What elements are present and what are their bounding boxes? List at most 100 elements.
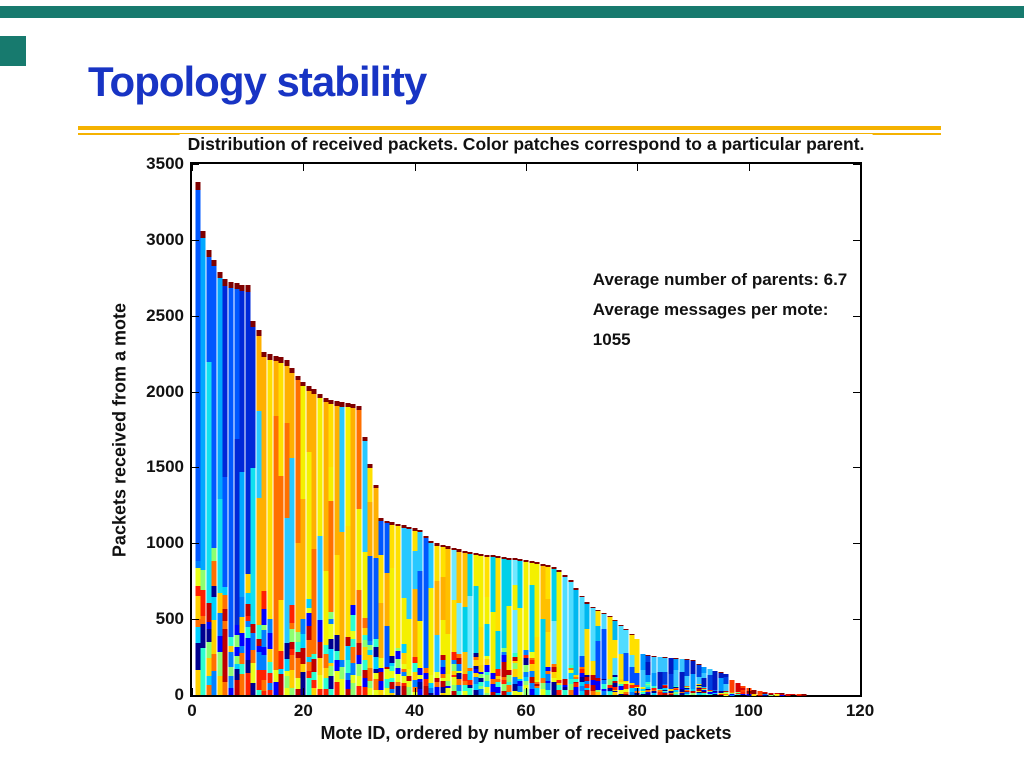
bar-segment: [645, 682, 651, 685]
bar-segment: [250, 650, 256, 663]
bar: [779, 693, 785, 695]
bar-segment: [222, 477, 228, 588]
y-tick-label: 500: [155, 609, 184, 629]
bar-segment: [478, 677, 484, 682]
bar-segment: [556, 571, 562, 634]
bar-segment: [373, 672, 379, 680]
bar-segment: [634, 638, 640, 640]
bar-segment: [612, 691, 618, 693]
bar-segment: [440, 692, 445, 695]
bar-segment: [289, 368, 295, 373]
bar-segment: [657, 693, 663, 695]
bar-segment: [707, 675, 713, 691]
bar-segment: [317, 536, 323, 620]
bar-segment: [590, 690, 596, 695]
bar-segment: [451, 664, 457, 671]
tick-mark: [192, 467, 199, 469]
bar-segment: [222, 608, 228, 621]
bar-segment: [673, 670, 679, 687]
bar-segment: [512, 683, 518, 691]
bar-segment: [579, 673, 585, 677]
bar-segment: [273, 669, 278, 682]
bar-segment: [601, 655, 607, 679]
bar-segment: [595, 689, 601, 692]
bar: [785, 693, 791, 695]
bar-segment: [267, 649, 273, 663]
bar-segment: [239, 596, 245, 618]
bar-segment: [501, 676, 507, 680]
bar-segment: [551, 667, 557, 672]
bar-segment: [267, 682, 273, 690]
bar-segment: [696, 684, 702, 686]
bar-segment: [456, 691, 462, 695]
bar-segment: [768, 692, 774, 694]
bar-segment: [384, 573, 390, 626]
bar-segment: [590, 629, 596, 662]
bar-segment: [484, 597, 490, 625]
bar-segment: [456, 551, 462, 603]
bar-segment: [451, 652, 457, 660]
bar-segment: [684, 659, 690, 677]
bar-segment: [267, 494, 273, 619]
bar-segment: [334, 401, 340, 406]
bar-segment: [284, 687, 290, 695]
slide-title: Topology stability: [88, 58, 427, 105]
bar-segment: [234, 439, 240, 625]
bar-segment: [250, 662, 256, 684]
bar-segment: [495, 678, 501, 682]
bar-segment: [261, 509, 267, 591]
bar-segment: [484, 554, 490, 557]
bar-segment: [295, 663, 301, 679]
bar: [762, 691, 768, 695]
bar-segment: [495, 668, 501, 677]
bar-segment: [774, 693, 779, 695]
bar-segment: [367, 667, 373, 681]
bar-segment: [278, 475, 284, 601]
bar: [684, 659, 690, 695]
bar-segment: [545, 632, 551, 667]
bar-segment: [350, 604, 356, 616]
bar-segment: [501, 651, 507, 655]
bar-segment: [712, 692, 718, 694]
bar-segment: [195, 189, 201, 398]
bar-segment: [211, 266, 217, 398]
bar-segment: [228, 281, 234, 288]
bar-segment: [529, 561, 535, 564]
bar-segment: [640, 688, 646, 690]
bar-segment: [579, 686, 585, 692]
bar-segment: [289, 622, 295, 629]
bar-segment: [328, 662, 334, 667]
bar-segment: [417, 674, 423, 680]
bar-segment: [512, 609, 518, 653]
bar-segment: [284, 642, 290, 659]
bar-segment: [362, 551, 368, 619]
tick-mark: [853, 164, 860, 165]
bar-segment: [751, 690, 757, 692]
bar-segment: [607, 641, 612, 662]
bar-segment: [200, 648, 206, 657]
bar-segment: [556, 690, 562, 695]
bar: [295, 375, 301, 695]
bar-segment: [679, 659, 685, 672]
bar-segment: [206, 657, 212, 676]
tick-mark: [860, 164, 861, 171]
bar-segment: [523, 685, 529, 689]
bar-segment: [311, 688, 317, 695]
bar-segment: [651, 656, 657, 657]
bar-segment: [607, 615, 612, 617]
bar-segment: [467, 632, 473, 669]
tick-mark: [748, 688, 750, 695]
bar-segment: [395, 523, 401, 527]
bar-segment: [662, 672, 668, 684]
bar: [629, 634, 635, 695]
bar-segment: [673, 691, 679, 694]
bar-segment: [317, 626, 323, 643]
bar-segment: [200, 616, 206, 624]
bar-segment: [662, 685, 668, 689]
bar-segment: [328, 639, 334, 650]
bar: [490, 555, 496, 695]
bar-segment: [512, 661, 518, 663]
bar-segment: [601, 612, 607, 614]
bar-segment: [484, 624, 490, 657]
bar: [250, 321, 256, 695]
